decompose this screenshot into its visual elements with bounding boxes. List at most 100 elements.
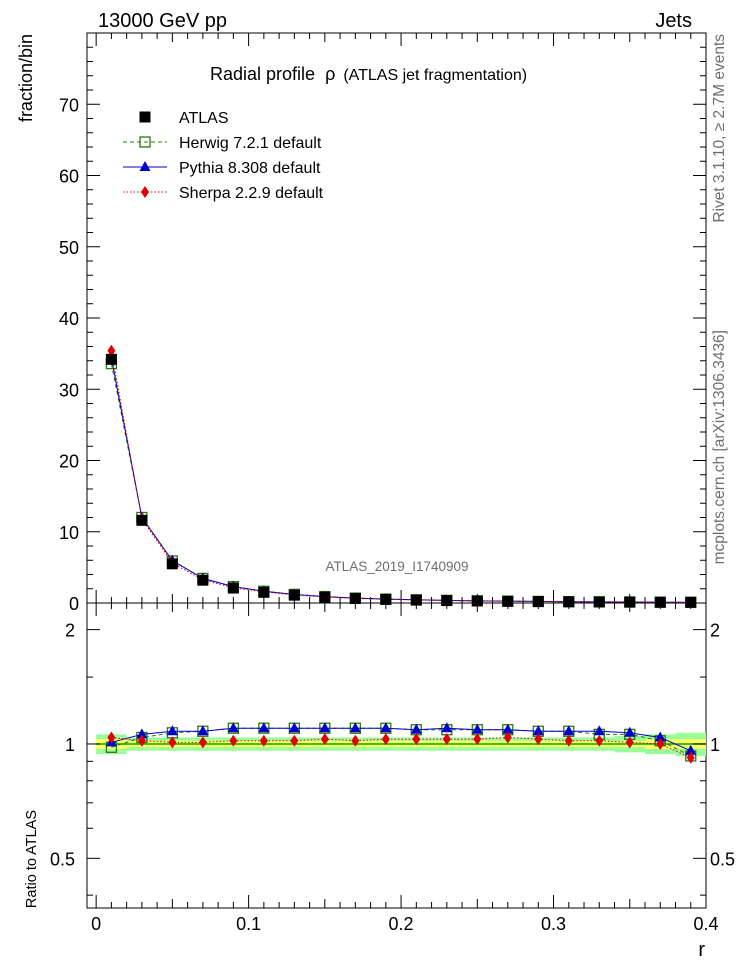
legend-marker (139, 136, 151, 148)
ratio-series-point (534, 733, 543, 746)
ratio-series-point (532, 725, 544, 736)
main-y-tick-label: 10 (59, 523, 79, 543)
chart-title: Radial profile ρ (ATLAS jet fragmentation) (210, 64, 527, 84)
ratio-series-point (381, 733, 390, 746)
legend-marker (141, 186, 149, 198)
ratio-series-point (258, 722, 270, 733)
rivet-version-label: Rivet 3.1.10, ≥ 2.7M events (711, 34, 728, 223)
main-series-point (593, 596, 605, 608)
main-series-point (136, 514, 148, 526)
ratio-series-point (259, 734, 268, 747)
ratio-series-point (412, 733, 421, 746)
ratio-y-tick-label: 0.5 (50, 849, 75, 869)
ratio-series-point (168, 736, 177, 749)
main-series-layer (105, 344, 697, 609)
ratio-series-point (686, 751, 695, 764)
legend-label: Sherpa 2.2.9 default (179, 185, 324, 202)
main-series-point (319, 591, 331, 603)
ratio-series-point (685, 744, 697, 755)
ratio-series-point (290, 734, 299, 747)
header-right: Jets (655, 10, 692, 32)
ratio-series-point (319, 722, 331, 733)
ratio-series-point (471, 723, 483, 734)
ratio-series-point (166, 725, 178, 736)
ratio-series-point (227, 722, 239, 733)
ratio-y-axis-label: Ratio to ATLAS (24, 810, 40, 908)
ratio-series-point (624, 726, 636, 737)
main-series-point (227, 582, 239, 594)
ratio-y-tick-label: 2 (65, 621, 75, 641)
ratio-series-point (502, 723, 514, 734)
legend-label: Pythia 8.308 default (179, 160, 321, 177)
main-series-point (654, 596, 666, 608)
ratio-series-point (595, 734, 604, 747)
x-tick-label: 0.1 (236, 914, 261, 934)
legend-label: Herwig 7.2.1 default (179, 135, 322, 152)
ratio-series-layer (105, 722, 697, 764)
x-tick-label: 0.2 (389, 914, 414, 934)
title-main: Radial profile (210, 64, 315, 84)
main-series-point (502, 595, 514, 607)
ratio-series-point (410, 723, 422, 734)
main-y-axis-label: fraction/bin (16, 34, 36, 122)
main-series-point (441, 595, 453, 607)
x-tick-label: 0.4 (693, 914, 718, 934)
ratio-series-point (625, 736, 634, 749)
main-y-tick-label: 50 (59, 238, 79, 258)
ratio-panel-frame (86, 602, 707, 909)
main-y-tick-label: 20 (59, 452, 79, 472)
axes-ticks: 0 0.1 0.2 0.3 0.4 0 10 20 30 40 50 60 70 0.5 0.5 1 1 2 2 (50, 33, 735, 934)
ratio-series-line (111, 736, 691, 759)
main-series-point (685, 596, 697, 608)
main-series-point (563, 596, 575, 608)
ratio-series-point (288, 722, 300, 733)
analysis-watermark: ATLAS_2019_I1740909 (325, 559, 468, 574)
main-series-point (258, 586, 270, 598)
ratio-series-point (137, 734, 146, 747)
main-series-point (380, 593, 392, 605)
ratio-series-point (380, 722, 392, 733)
ratio-uncertainty-bands (96, 732, 707, 756)
ratio-series-sherpa (107, 731, 695, 764)
main-series-point (197, 574, 209, 586)
ratio-series-point (656, 737, 665, 750)
main-series-point (349, 593, 361, 605)
legend-marker (139, 161, 151, 171)
mcplots-label: mcplots.cern.ch [arXiv:1306.3436] (711, 330, 728, 564)
ratio-series-point (107, 731, 116, 744)
legend: ATLAS Herwig 7.2.1 default Pythia 8.308 de… (123, 110, 324, 202)
main-series-point (410, 594, 422, 606)
ratio-series-pythia (105, 722, 697, 755)
ratio-series-point (229, 734, 238, 747)
title-symbol: ρ (325, 64, 335, 84)
main-y-tick-label: 40 (59, 309, 79, 329)
ratio-series-point (442, 733, 451, 746)
ratio-series-point (503, 731, 512, 744)
main-series-point (624, 596, 636, 608)
main-series-point (107, 344, 116, 357)
ratio-series-point (320, 733, 329, 746)
ratio-series-point (136, 728, 148, 739)
ratio-series-point (349, 722, 361, 733)
ratio-y-tick-label-right: 1 (710, 735, 720, 755)
header-left: 13000 GeV pp (98, 10, 227, 32)
ratio-series-line (111, 727, 691, 752)
main-series-point (471, 595, 483, 607)
main-series-point (105, 353, 117, 365)
legend-marker (139, 111, 151, 123)
x-axis-label: r (698, 939, 705, 961)
ratio-series-point (351, 734, 360, 747)
ratio-series-point (593, 725, 605, 736)
ratio-series-point (473, 733, 482, 746)
main-series-point (532, 596, 544, 608)
ratio-y-tick-label-right: 0.5 (710, 849, 735, 869)
ratio-series-point (198, 736, 207, 749)
main-series-point (288, 589, 300, 601)
main-series-atlas (105, 353, 697, 608)
main-y-tick-label: 0 (69, 594, 79, 614)
ratio-series-point (563, 725, 575, 736)
legend-label: ATLAS (179, 110, 229, 127)
main-y-tick-label: 30 (59, 380, 79, 400)
ratio-y-tick-label-right: 2 (710, 621, 720, 641)
